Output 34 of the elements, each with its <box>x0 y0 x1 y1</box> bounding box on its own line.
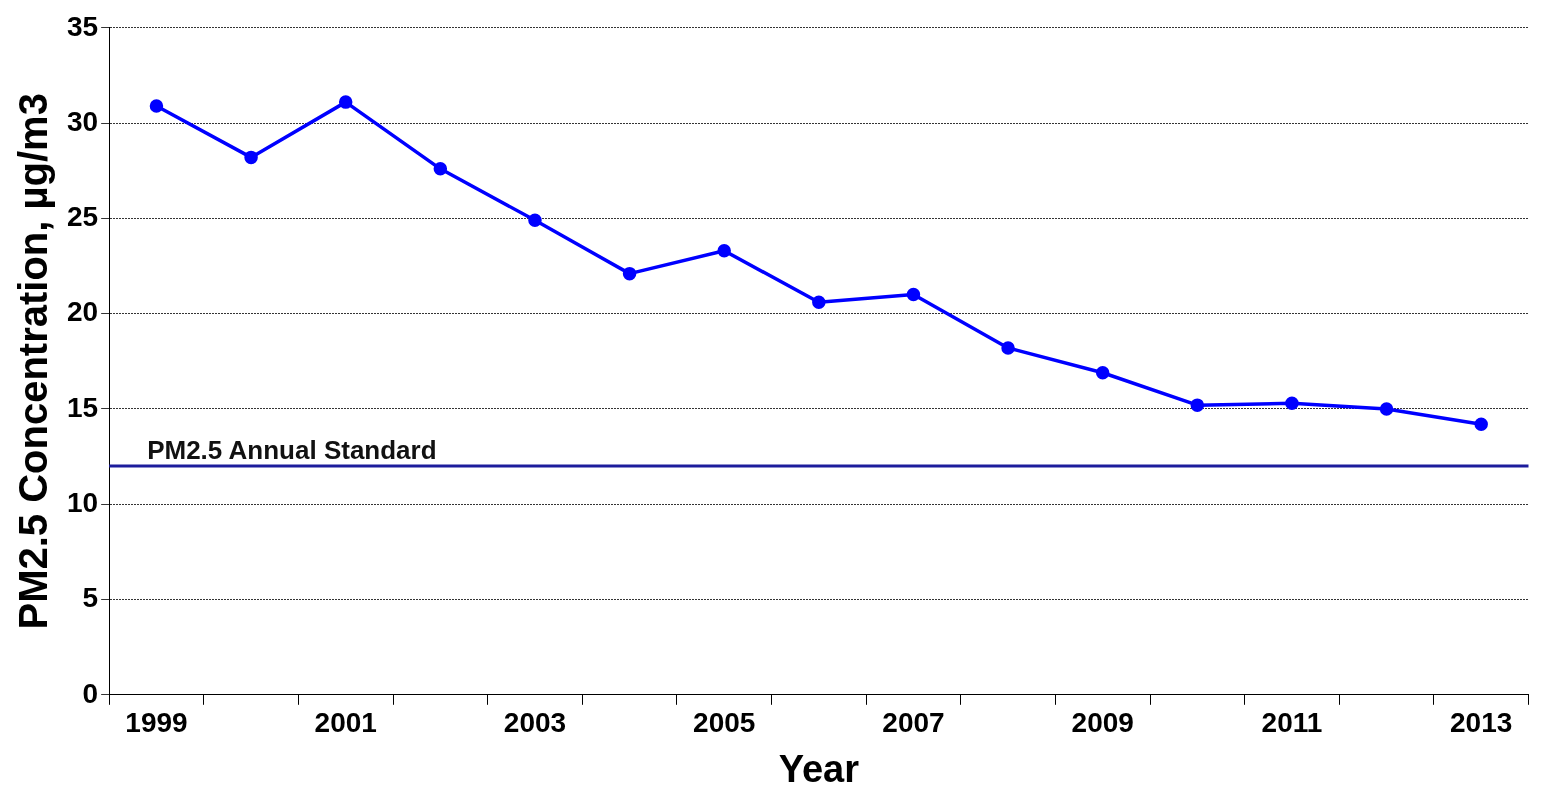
point <box>622 266 637 281</box>
point <box>1001 341 1015 355</box>
y-tick-label: 5 <box>82 582 99 614</box>
point <box>906 287 921 302</box>
point <box>1285 396 1299 410</box>
x-axis-title: Year <box>778 747 860 790</box>
x-tick-label: 2005 <box>693 707 756 739</box>
x-tick-label: 1999 <box>125 707 188 739</box>
point <box>149 99 164 113</box>
y-tick-label: 25 <box>66 201 99 233</box>
x-tick-label: 2007 <box>882 707 945 739</box>
point <box>244 150 258 165</box>
point <box>1379 402 1394 416</box>
point <box>338 95 353 109</box>
x-tick-label: 2013 <box>1450 707 1513 739</box>
y-tick-label: 10 <box>66 486 99 518</box>
x-tick-label: 2009 <box>1071 707 1134 739</box>
y-tick-label: 15 <box>66 391 99 423</box>
y-tick-label: 30 <box>66 105 99 137</box>
y-tick-label: 35 <box>66 10 99 42</box>
point <box>1095 365 1110 380</box>
point <box>1190 398 1205 412</box>
point <box>528 213 542 228</box>
point <box>812 295 826 309</box>
y-axis-title: PM2.5 Concentration, µg/m3 <box>11 93 56 630</box>
y-tick-label: 20 <box>66 296 99 328</box>
x-tick-label: 2011 <box>1261 707 1323 739</box>
x-tick-label: 2001 <box>314 707 377 739</box>
point <box>433 162 448 176</box>
ref-line-label: PM2.5 Annual Standard <box>147 435 437 466</box>
point <box>717 244 731 258</box>
y-tick-label: 0 <box>82 677 99 709</box>
x-tick-label: 2003 <box>503 707 567 739</box>
point <box>1474 417 1488 431</box>
